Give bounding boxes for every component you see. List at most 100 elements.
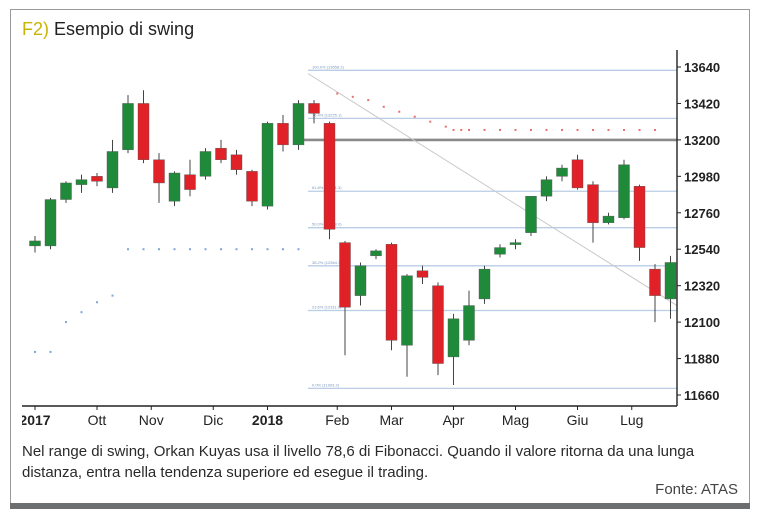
y-tick-label: 12320	[684, 279, 720, 294]
candle-up	[29, 240, 41, 247]
candle-down	[633, 186, 646, 248]
figure-title: F2) Esempio di swing	[22, 19, 194, 40]
indicator-dot	[452, 128, 455, 131]
x-tick-label: Feb	[325, 412, 349, 428]
indicator-dot	[158, 248, 160, 251]
indicator-dot	[483, 128, 486, 131]
indicator-dot	[460, 128, 463, 131]
y-tick-label: 11880	[684, 352, 719, 367]
candle-up	[401, 275, 413, 346]
indicator-dot	[142, 248, 145, 251]
y-tick-label: 12540	[684, 242, 720, 257]
indicator-dot	[282, 248, 284, 251]
swing-chart: 100.0% (13658.2)76.4% (13225.1)61.8% (12…	[22, 50, 720, 428]
x-tick-label: Lug	[620, 412, 643, 428]
indicator-dot	[545, 128, 548, 131]
indicator-dot	[336, 92, 339, 95]
indicator-dot	[468, 128, 470, 131]
candle-up	[525, 196, 537, 233]
indicator-dot	[444, 125, 447, 128]
candle-up	[556, 167, 568, 177]
candle-up	[106, 151, 119, 189]
candle-down	[649, 268, 661, 296]
candle-up	[199, 151, 212, 177]
indicator-dot	[251, 248, 253, 251]
candle-up	[509, 242, 522, 245]
indicator-dot	[351, 95, 354, 98]
figure-bottom-bar	[10, 503, 750, 509]
candle-up	[292, 103, 305, 146]
indicator-dot	[111, 294, 114, 297]
candle-down	[323, 123, 336, 230]
indicator-dot	[623, 128, 625, 131]
indicator-dot	[592, 128, 594, 131]
indicator-dot	[413, 115, 416, 118]
fib-level-label: 23.6% (12311.0)	[312, 305, 342, 310]
candle-up	[618, 164, 630, 218]
candle-up	[354, 265, 367, 296]
candle-up	[540, 179, 553, 197]
candle-up	[602, 215, 615, 223]
indicator-dot	[638, 128, 641, 131]
indicator-dot	[127, 248, 129, 251]
fib-level-label: 38.2% (12564.7)	[312, 260, 342, 265]
x-tick-label: 2018	[252, 412, 283, 428]
indicator-dot	[65, 321, 67, 324]
y-tick-label: 12100	[684, 315, 720, 330]
x-tick-label: Giu	[567, 412, 589, 428]
indicator-dot	[235, 248, 238, 251]
candle-up	[122, 103, 134, 151]
indicator-dot	[398, 110, 401, 113]
indicator-dot	[499, 128, 501, 131]
candle-down	[308, 103, 320, 114]
indicator-dot	[34, 350, 36, 353]
candle-down	[339, 242, 351, 308]
candle-up	[44, 199, 57, 247]
y-tick-label: 13200	[684, 133, 720, 148]
candle-up	[478, 268, 491, 300]
indicator-dot	[514, 128, 517, 131]
candle-down	[246, 171, 258, 202]
figure-frame	[10, 9, 750, 509]
candle-up	[447, 318, 460, 358]
indicator-dot	[382, 105, 385, 108]
x-tick-label: Ott	[88, 412, 107, 428]
indicator-dot	[576, 128, 579, 131]
indicator-dot	[429, 120, 432, 123]
figure-title-text: Esempio di swing	[54, 19, 195, 39]
candle-down	[587, 184, 599, 223]
candle-down	[230, 154, 243, 170]
indicator-dot	[654, 128, 656, 131]
y-tick-label: 13640	[684, 60, 720, 75]
x-tick-label: Apr	[443, 412, 465, 428]
candle-up	[75, 179, 88, 185]
candle-down	[385, 244, 398, 341]
candle-up	[168, 172, 181, 202]
candle-down	[432, 285, 444, 364]
candle-up	[664, 262, 677, 300]
swing-diagonal-line	[307, 73, 678, 306]
indicator-dot	[80, 311, 83, 314]
x-tick-label: 2017	[22, 412, 51, 428]
fib-level-label: 0.0% (11903.2)	[312, 382, 340, 387]
candle-up	[60, 182, 72, 200]
indicator-dot	[204, 248, 207, 251]
fib-level-label: 76.4% (13225.1)	[312, 112, 342, 117]
indicator-dot	[49, 350, 52, 353]
candle-down	[277, 123, 289, 146]
figure-number: F2)	[22, 19, 49, 39]
y-tick-label: 13420	[684, 96, 720, 111]
indicator-dot	[561, 128, 563, 131]
indicator-dot	[220, 248, 222, 251]
y-tick-label: 12760	[684, 206, 720, 221]
candle-up	[494, 247, 506, 255]
x-tick-label: Mar	[379, 412, 403, 428]
candle-down	[184, 174, 196, 190]
candle-up	[261, 123, 274, 207]
indicator-dot	[607, 128, 610, 131]
x-tick-label: Nov	[139, 412, 164, 428]
candle-up	[370, 250, 382, 257]
y-tick-label: 11660	[684, 388, 719, 403]
indicator-dot	[173, 248, 176, 251]
candle-down	[137, 103, 150, 160]
